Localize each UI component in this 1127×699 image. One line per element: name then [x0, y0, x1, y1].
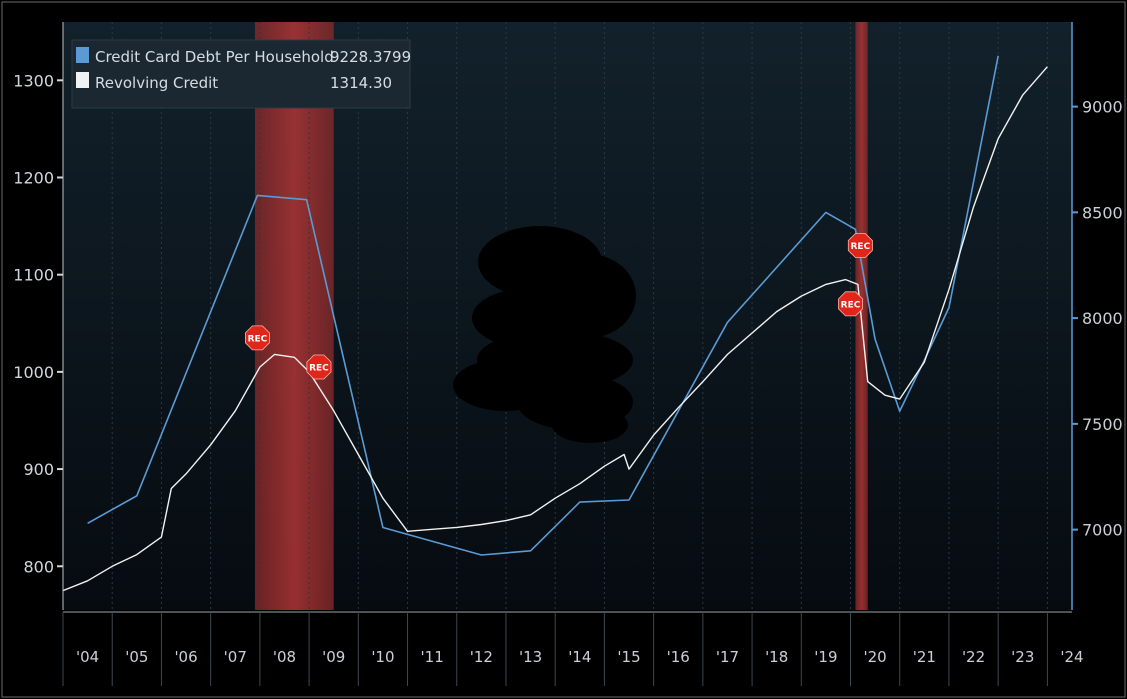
legend-value-revolving-credit: 1314.30	[330, 74, 392, 92]
x-tick-label: '21	[913, 648, 936, 666]
x-tick-label: '11	[421, 648, 444, 666]
x-tick-label: '15	[617, 648, 640, 666]
legend-swatch-revolving-credit	[76, 72, 89, 88]
left-y-tick-label: 1100	[13, 266, 54, 285]
right-y-axis: 7000 7500 8000 8500 9000	[1072, 98, 1123, 540]
left-y-tick-label: 800	[23, 557, 54, 576]
x-tick-label: '12	[470, 648, 493, 666]
x-tick-label: '08	[273, 648, 296, 666]
x-tick-label: '13	[519, 648, 542, 666]
rec-marker-label: REC	[841, 300, 861, 310]
x-tick-label: '18	[765, 648, 788, 666]
redaction-scribble	[453, 226, 636, 443]
x-tick-label: '22	[962, 648, 985, 666]
x-tick-label: '20	[864, 648, 887, 666]
series-line-0	[87, 55, 999, 556]
rec-marker: REC	[838, 291, 863, 317]
right-y-tick-label: 7000	[1082, 521, 1123, 540]
right-y-tick-label: 7500	[1082, 415, 1123, 434]
x-axis: '04 '05 '06 '07 '08 '09 '10 '11 '12 '13 '14 '15 '16 '…	[62, 612, 1084, 686]
x-grid	[111, 22, 1048, 610]
x-tick-label: '24	[1060, 648, 1083, 666]
x-tick-label: '19	[814, 648, 837, 666]
rec-marker-shape	[244, 325, 270, 351]
x-tick-label: '23	[1011, 648, 1034, 666]
legend-label-credit-card-debt: Credit Card Debt Per Household	[95, 48, 334, 66]
rec-marker: REC	[244, 325, 270, 351]
x-tick-label: '17	[716, 648, 739, 666]
rec-marker-shape	[306, 354, 332, 380]
x-axis-band	[63, 612, 1072, 686]
series-lines	[63, 55, 1048, 592]
left-y-tick-label: 1300	[13, 71, 54, 90]
recession-band-0	[254, 22, 334, 610]
x-tick-label: '05	[125, 648, 148, 666]
right-y-tick-label: 8500	[1082, 203, 1123, 222]
legend-box	[71, 39, 411, 109]
x-tick-label: '06	[174, 648, 197, 666]
right-y-tick-label: 9000	[1082, 98, 1123, 117]
x-tick-label: '14	[568, 648, 591, 666]
x-tick-label: '10	[371, 648, 394, 666]
legend-entry-revolving-credit: Revolving Credit 1314.30	[76, 72, 392, 92]
rec-marker: REC	[306, 354, 332, 380]
legend-label-revolving-credit: Revolving Credit	[95, 74, 218, 92]
rec-marker-shape	[838, 291, 863, 317]
left-y-tick-label: 900	[23, 460, 54, 479]
left-y-axis: 800 900 1000 1100 1200 1300	[13, 71, 63, 576]
rec-marker: REC	[847, 233, 873, 258]
x-tick-label: '07	[224, 648, 247, 666]
left-y-tick-label: 1000	[13, 363, 54, 382]
recession-markers: REC REC REC REC	[244, 233, 873, 380]
legend-value-credit-card-debt: 9228.3799	[330, 48, 411, 66]
rec-marker-shape	[847, 233, 873, 258]
x-tick-label: '09	[322, 648, 345, 666]
x-tick-label: '16	[667, 648, 690, 666]
legend-swatch-credit-card-debt	[76, 47, 89, 63]
recession-bands	[254, 22, 868, 610]
series-line-1	[63, 66, 1048, 592]
rec-marker-label: REC	[309, 364, 329, 374]
legend: Credit Card Debt Per Household 9228.3799…	[71, 39, 411, 109]
x-tick-label: '04	[76, 648, 99, 666]
left-y-tick-label: 1200	[13, 169, 54, 188]
rec-marker-label: REC	[248, 334, 268, 344]
legend-entry-credit-card-debt: Credit Card Debt Per Household 9228.3799	[76, 47, 411, 66]
right-y-tick-label: 8000	[1082, 309, 1123, 328]
rec-marker-label: REC	[851, 242, 871, 252]
